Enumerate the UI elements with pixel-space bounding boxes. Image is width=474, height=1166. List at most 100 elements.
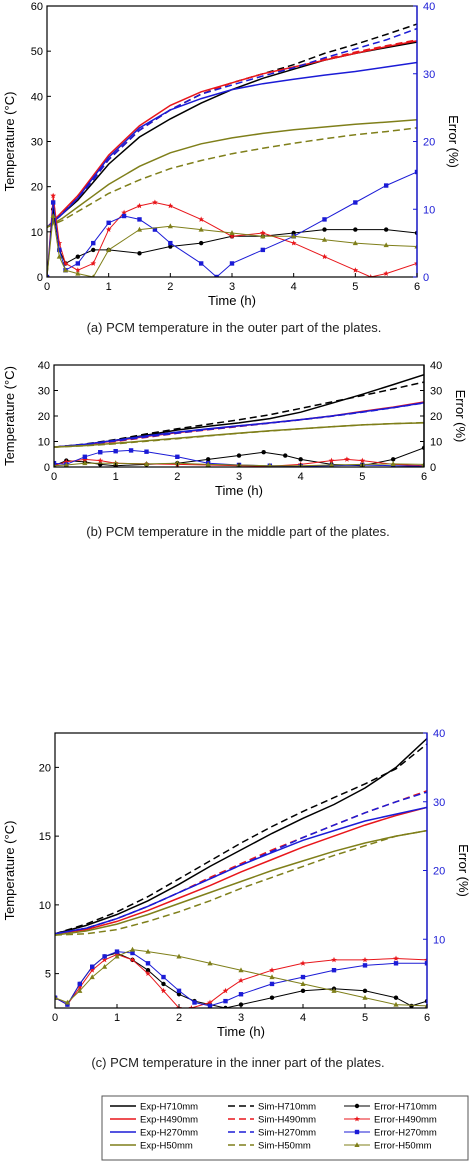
data-point-error-h490mm (352, 267, 359, 273)
data-point-error-h270mm (331, 967, 337, 973)
x-tick-label: 6 (414, 281, 420, 293)
data-point-error-h50mm (300, 981, 306, 986)
data-point-error-h270mm (383, 183, 389, 188)
legend-label-exp-h50mm: Exp-H50mm (140, 1141, 193, 1152)
data-point-error-h710mm (393, 995, 399, 1000)
data-point-error-h710mm (269, 995, 275, 1000)
legend-label-exp-h490mm: Exp-H490mm (140, 1115, 198, 1126)
legend-label-exp-h710mm: Exp-H710mm (140, 1102, 198, 1113)
data-point-error-h50mm (198, 226, 204, 232)
y2-tick-label: 0 (430, 462, 436, 474)
data-point-error-h270mm (98, 450, 103, 455)
data-point-error-h490mm (229, 233, 235, 239)
x-tick-label: 4 (291, 281, 297, 293)
y-tick-label: 20 (39, 762, 51, 774)
data-point-error-h490mm (76, 984, 83, 990)
data-point-error-h270mm (145, 961, 151, 966)
series-line-exp-h490mm (55, 806, 427, 935)
data-point-error-h270mm (198, 261, 204, 266)
data-point-error-h490mm (56, 240, 63, 246)
x-tick-label: 2 (167, 281, 173, 293)
data-point-error-h270mm (176, 988, 182, 994)
y2-tick-label: 20 (433, 866, 445, 878)
series-line-exp-h50mm (55, 829, 427, 936)
data-point-error-h270mm (168, 240, 173, 246)
x-tick-label: 6 (421, 471, 427, 483)
legend-label-error-h270mm: Error-H270mm (374, 1128, 437, 1139)
data-point-error-h270mm (130, 950, 135, 956)
data-point-error-h710mm (161, 981, 166, 987)
data-point-error-h270mm (260, 247, 266, 253)
data-point-error-h270mm (137, 217, 142, 222)
data-point-error-h710mm (198, 240, 204, 246)
data-point-error-h710mm (322, 227, 327, 232)
data-point-error-h490mm (160, 987, 167, 994)
series-line-sim-h710mm (54, 381, 424, 448)
legend-marker-error-h270mm (354, 1129, 360, 1135)
legend-label-error-h710mm: Error-H710mm (374, 1102, 437, 1113)
legend-label-exp-h270mm: Exp-H270mm (140, 1128, 198, 1139)
data-point-error-h710mm (298, 457, 303, 462)
x-tick-label: 3 (238, 1012, 244, 1024)
data-point-error-h490mm (383, 270, 390, 277)
y2-tick-label: 30 (430, 386, 442, 398)
legend-label-sim-h50mm: Sim-H50mm (258, 1141, 311, 1152)
y2-axis-label: Error (%) (446, 115, 461, 168)
data-point-error-h270mm (223, 998, 228, 1004)
caption: (b) PCM temperature in the middle part o… (86, 524, 389, 539)
caption: (a) PCM temperature in the outer part of… (87, 320, 382, 335)
data-point-error-h270mm (300, 974, 306, 980)
data-point-error-h50mm (331, 988, 337, 993)
data-point-error-h490mm (152, 199, 158, 205)
y-tick-label: 15 (39, 831, 51, 843)
y-tick-label: 10 (38, 437, 50, 449)
data-point-error-h270mm (362, 963, 368, 968)
y2-tick-label: 10 (423, 204, 435, 216)
series-line-sim-h270mm (47, 27, 417, 228)
data-point-error-h270mm (414, 169, 417, 175)
series-line-sim-h270mm (54, 402, 424, 448)
y-tick-label: 20 (38, 411, 50, 423)
x-axis-label: Time (h) (217, 1024, 265, 1039)
data-point-error-h490mm (97, 457, 104, 464)
series-line-sim-h710mm (47, 23, 417, 228)
x-tick-label: 4 (298, 471, 304, 483)
data-point-error-h710mm (390, 457, 396, 462)
y-tick-label: 10 (31, 227, 43, 239)
data-point-error-h50mm (63, 462, 69, 467)
x-tick-label: 6 (424, 1012, 430, 1024)
data-point-error-h490mm (290, 240, 297, 246)
data-point-error-h490mm (321, 253, 328, 260)
series-line-exp-h490mm (47, 40, 417, 228)
series-line-exp-h710mm (55, 737, 427, 935)
data-point-error-h710mm (145, 967, 151, 973)
data-point-error-h50mm (82, 460, 88, 466)
data-point-error-h490mm (414, 260, 417, 266)
data-point-error-h50mm (167, 223, 173, 229)
data-point-error-h50mm (383, 242, 389, 248)
data-point-error-h270mm (269, 981, 275, 987)
data-point-error-h50mm (260, 233, 266, 239)
data-point-error-h270mm (90, 964, 95, 969)
y2-tick-label: 30 (423, 69, 435, 81)
data-point-error-h710mm (168, 244, 173, 249)
series-line-exp-h270mm (47, 61, 417, 228)
data-point-error-h490mm (62, 260, 69, 266)
data-point-error-h50mm (390, 461, 396, 466)
x-tick-label: 0 (52, 1012, 58, 1024)
caption: (c) PCM temperature in the inner part of… (91, 1055, 384, 1070)
data-point-error-h50mm (207, 960, 213, 966)
data-point-error-h490mm (136, 202, 143, 209)
data-point-error-h50mm (229, 230, 235, 235)
data-point-error-h270mm (424, 961, 427, 966)
y2-axis-label: Error (%) (456, 844, 471, 897)
data-point-error-h490mm (362, 956, 368, 963)
data-point-error-h490mm (101, 956, 108, 963)
x-tick-label: 5 (362, 1012, 368, 1024)
data-point-error-h50mm (75, 270, 81, 276)
data-point-error-h710mm (91, 247, 96, 253)
data-point-error-h710mm (362, 988, 368, 994)
series-line-error-h270mm (54, 449, 424, 467)
plot-frame (54, 732, 428, 1009)
